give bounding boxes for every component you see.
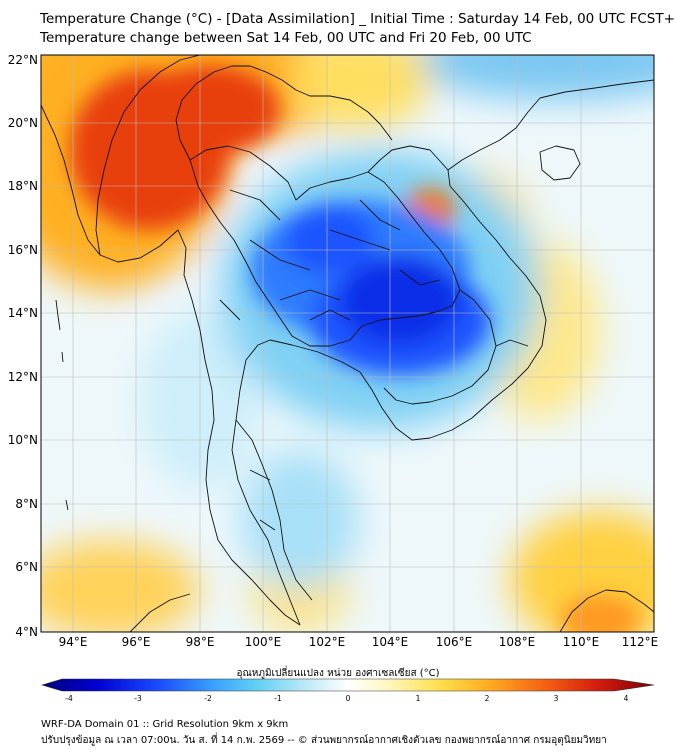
lon-label: 104°E [372, 635, 409, 649]
lon-label: 102°E [309, 635, 346, 649]
colorbar-tick: 3 [554, 694, 559, 703]
longitude-labels: 94°E 96°E 98°E 100°E 102°E 104°E 106°E 1… [59, 635, 659, 649]
lon-label: 98°E [186, 635, 215, 649]
colorbar-tick: -2 [204, 694, 212, 703]
lat-label: 6°N [15, 560, 38, 574]
lat-label: 14°N [8, 306, 38, 320]
lat-label: 12°N [8, 370, 38, 384]
lon-label: 94°E [59, 635, 88, 649]
colorbar-tick: 1 [416, 694, 421, 703]
map-gridlines [41, 55, 654, 632]
map-title: Temperature Change (°C) - [Data Assimila… [40, 11, 676, 27]
colorbar-tick: -4 [65, 694, 73, 703]
lon-label: 106°E [436, 635, 473, 649]
update-credit: ปรับปรุงข้อมูล ณ เวลา 07:00น. วัน ส. ที่… [41, 735, 607, 746]
coastlines-borders [41, 55, 654, 632]
colorbar-tick: 0 [346, 694, 351, 703]
map-subtitle: Temperature change between Sat 14 Feb, 0… [40, 30, 532, 46]
lon-label: 110°E [563, 635, 600, 649]
colorbar-tick: 4 [624, 694, 629, 703]
lon-label: 96°E [122, 635, 151, 649]
model-info: WRF-DA Domain 01 :: Grid Resolution 9km … [41, 719, 289, 730]
colorbar: -4 -3 -2 -1 0 1 2 3 4 [40, 678, 655, 703]
lat-label: 22°N [8, 53, 38, 67]
lat-label: 4°N [15, 625, 38, 639]
lat-label: 16°N [8, 243, 38, 257]
lon-label: 108°E [499, 635, 536, 649]
lon-label: 100°E [245, 635, 282, 649]
colorbar-tick: -3 [134, 694, 142, 703]
lon-label: 112°E [622, 635, 659, 649]
colorbar-tick: -1 [274, 694, 282, 703]
latitude-labels: 22°N 20°N 18°N 16°N 14°N 12°N 10°N 8°N 6… [8, 53, 38, 639]
colorbar-ramp [40, 678, 655, 692]
lat-label: 18°N [8, 179, 38, 193]
lat-label: 8°N [15, 497, 38, 511]
map-frame [40, 54, 655, 633]
lat-label: 10°N [8, 433, 38, 447]
colorbar-tick: 2 [485, 694, 490, 703]
lat-label: 20°N [8, 116, 38, 130]
colorbar-label: อุณหภูมิเปลี่ยนแปลง หน่วย องศาเซลเซียส (… [236, 668, 440, 679]
temperature-field [41, 55, 654, 632]
